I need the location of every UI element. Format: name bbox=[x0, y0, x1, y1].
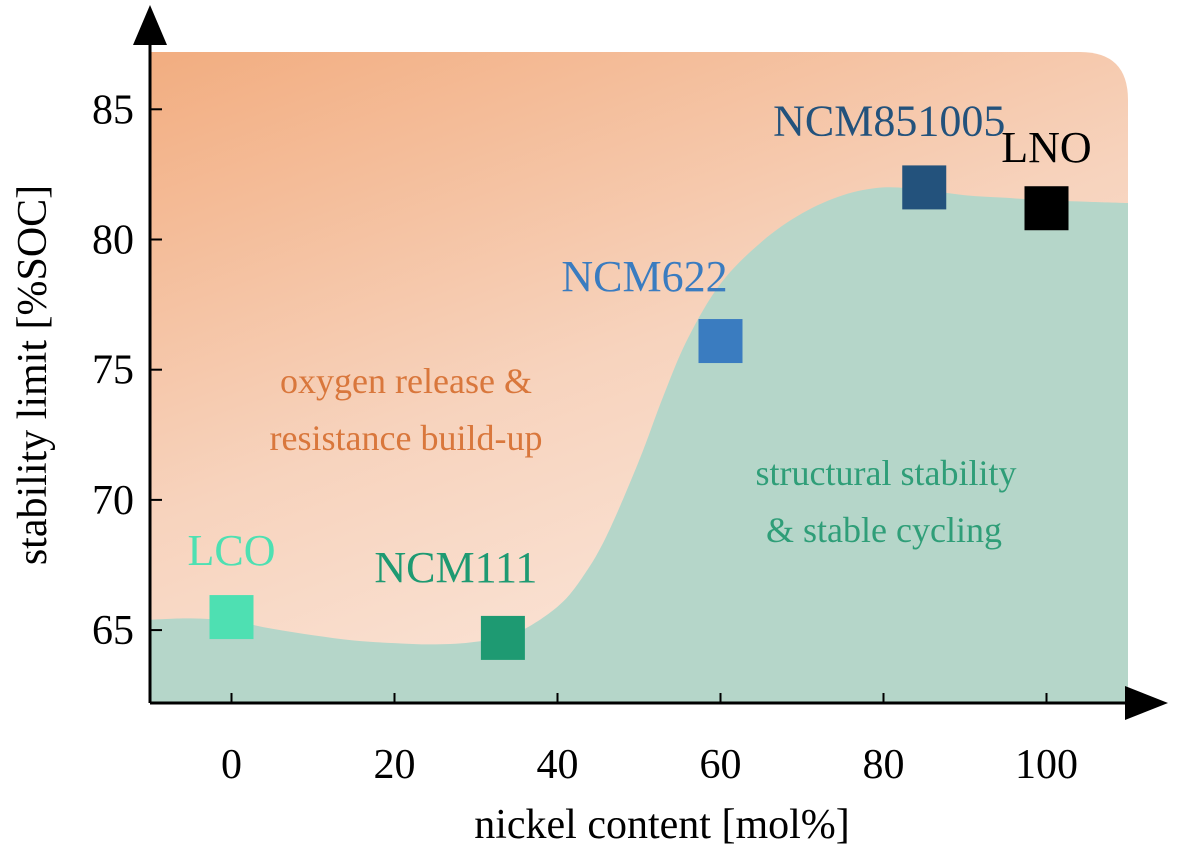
x-tick-label: 60 bbox=[700, 742, 742, 788]
unstable-region-label-line2: resistance build-up bbox=[270, 418, 543, 458]
y-axis-title: stability limit [%SOC] bbox=[10, 185, 56, 565]
x-tick-label: 0 bbox=[221, 742, 242, 788]
y-axis-arrow bbox=[133, 5, 167, 45]
unstable-region-label-line1: oxygen release & bbox=[280, 361, 532, 401]
y-ticks: 65 70 75 80 85 bbox=[92, 87, 162, 654]
y-tick-label: 70 bbox=[92, 478, 134, 524]
label-lno: LNO bbox=[1001, 123, 1091, 172]
stable-region bbox=[150, 187, 1128, 703]
stable-region-label-line1: structural stability bbox=[756, 453, 1017, 493]
label-ncm622: NCM622 bbox=[561, 252, 727, 301]
x-ticks: 0 20 40 60 80 100 bbox=[221, 693, 1078, 788]
x-tick-label: 20 bbox=[374, 742, 416, 788]
y-tick-label: 85 bbox=[92, 87, 134, 133]
x-tick-label: 40 bbox=[537, 742, 579, 788]
x-axis-arrow bbox=[1125, 686, 1168, 720]
label-ncm111: NCM111 bbox=[374, 543, 537, 592]
y-tick-label: 65 bbox=[92, 608, 134, 654]
y-tick-label: 75 bbox=[92, 348, 134, 394]
y-tick-label: 80 bbox=[92, 217, 134, 263]
stable-region-label-line2: & stable cycling bbox=[766, 510, 1002, 550]
marker-ncm851005 bbox=[902, 165, 947, 210]
marker-ncm622 bbox=[698, 319, 743, 364]
x-tick-label: 100 bbox=[1015, 742, 1078, 788]
x-tick-label: 80 bbox=[863, 742, 905, 788]
marker-ncm111 bbox=[480, 615, 525, 660]
marker-lno bbox=[1024, 186, 1069, 231]
label-ncm851005: NCM851005 bbox=[773, 96, 1005, 145]
x-axis-title: nickel content [mol%] bbox=[474, 802, 850, 848]
label-lco: LCO bbox=[188, 526, 276, 575]
marker-lco bbox=[209, 595, 254, 640]
data-points bbox=[209, 165, 1069, 660]
